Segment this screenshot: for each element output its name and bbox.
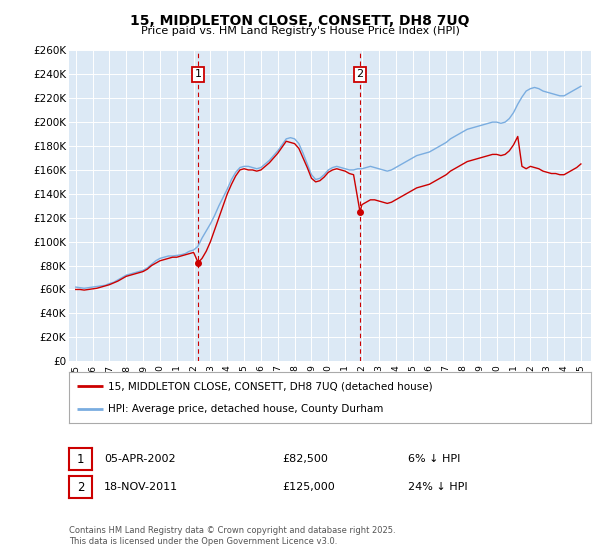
Text: 2: 2 — [356, 69, 364, 80]
Text: 6% ↓ HPI: 6% ↓ HPI — [408, 454, 460, 464]
Text: 18-NOV-2011: 18-NOV-2011 — [104, 482, 178, 492]
Text: 15, MIDDLETON CLOSE, CONSETT, DH8 7UQ: 15, MIDDLETON CLOSE, CONSETT, DH8 7UQ — [130, 14, 470, 28]
Text: 2: 2 — [77, 480, 84, 494]
Text: 1: 1 — [194, 69, 202, 80]
Text: 24% ↓ HPI: 24% ↓ HPI — [408, 482, 467, 492]
Text: 1: 1 — [77, 452, 84, 466]
Text: £82,500: £82,500 — [282, 454, 328, 464]
Text: HPI: Average price, detached house, County Durham: HPI: Average price, detached house, Coun… — [108, 404, 383, 414]
Text: 15, MIDDLETON CLOSE, CONSETT, DH8 7UQ (detached house): 15, MIDDLETON CLOSE, CONSETT, DH8 7UQ (d… — [108, 381, 433, 391]
Text: Price paid vs. HM Land Registry's House Price Index (HPI): Price paid vs. HM Land Registry's House … — [140, 26, 460, 36]
Text: 05-APR-2002: 05-APR-2002 — [104, 454, 175, 464]
Text: £125,000: £125,000 — [282, 482, 335, 492]
Text: Contains HM Land Registry data © Crown copyright and database right 2025.
This d: Contains HM Land Registry data © Crown c… — [69, 526, 395, 546]
